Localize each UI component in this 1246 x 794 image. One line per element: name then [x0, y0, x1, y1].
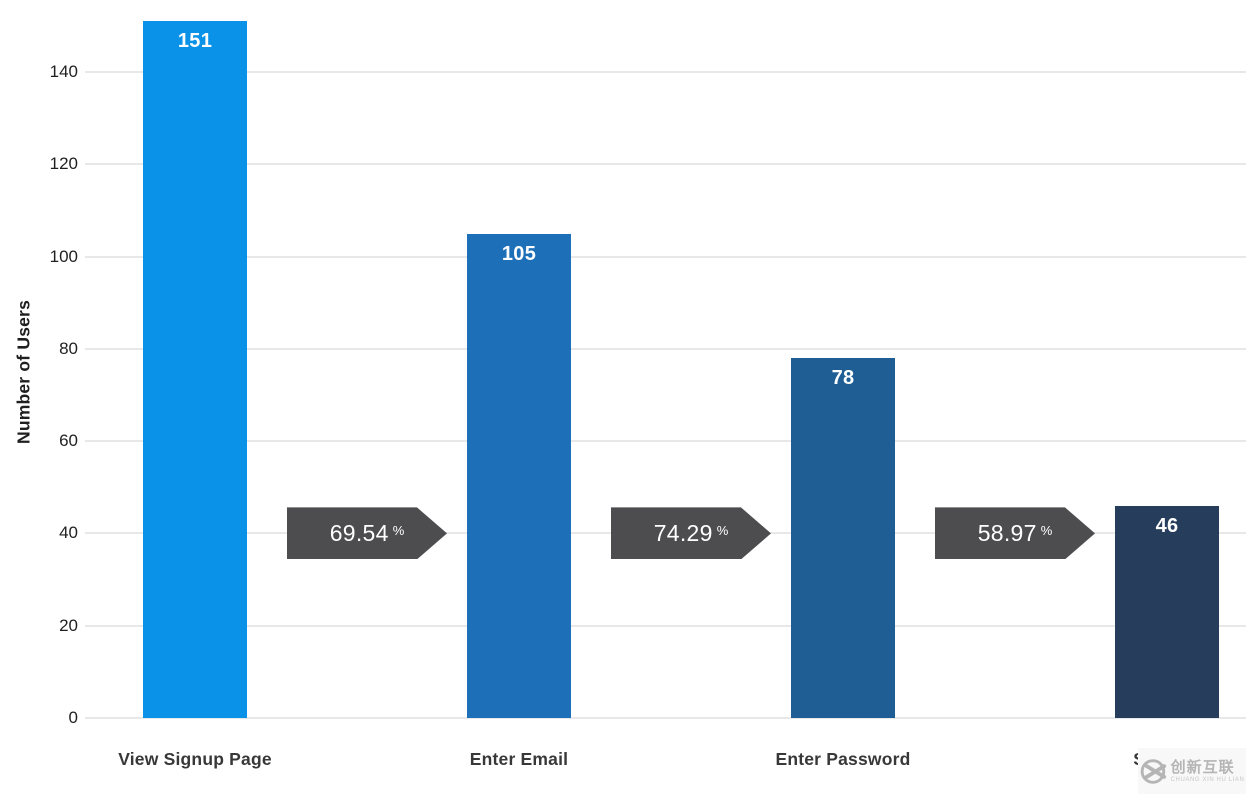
bar-value-label: 151 [177, 30, 213, 53]
watermark-cn-label: 创新互联 [1170, 758, 1235, 776]
category-label: View Signup Page [118, 749, 272, 769]
conversion-arrow-label: 74.29% [626, 507, 756, 559]
y-tick-label: 60 [59, 431, 78, 451]
percent-sign: % [716, 523, 729, 539]
y-axis-title: Number of Users [13, 299, 34, 445]
conversion-rate-value: 69.54 [329, 520, 389, 547]
gridline [85, 717, 1246, 719]
watermark: 创新互联 CHUANG XIN HU LIAN [1138, 748, 1246, 794]
bar-value-label: 78 [831, 367, 855, 390]
bar: 78 [791, 358, 895, 718]
conversion-arrow: 74.29% [611, 507, 771, 560]
conversion-rate-value: 58.97 [977, 520, 1037, 547]
conversion-arrow: 69.54% [287, 507, 447, 560]
y-tick-label: 120 [49, 154, 78, 174]
bar-value-label: 46 [1155, 514, 1179, 537]
percent-sign: % [1040, 523, 1053, 539]
conversion-rate-value: 74.29 [653, 520, 713, 547]
gridline [85, 255, 1246, 258]
bar: 151 [143, 21, 247, 718]
bar-value-label: 105 [501, 242, 537, 265]
watermark-logo-icon [1140, 758, 1166, 784]
gridline [85, 163, 1246, 166]
category-label: Enter Password [775, 749, 911, 769]
y-tick-label: 0 [68, 708, 78, 727]
watermark-en-label: CHUANG XIN HU LIAN [1170, 776, 1245, 783]
y-tick-label: 100 [49, 246, 78, 266]
conversion-arrow-label: 58.97% [950, 507, 1080, 559]
gridline [85, 71, 1246, 73]
y-tick-label: 40 [59, 523, 78, 543]
y-tick-label: 20 [59, 615, 78, 635]
y-tick-label: 80 [59, 338, 78, 358]
watermark-text: 创新互联 CHUANG XIN HU LIAN [1171, 760, 1245, 783]
conversion-arrow-label: 69.54% [302, 507, 432, 559]
y-tick-label: 140 [49, 62, 78, 81]
gridline [85, 440, 1246, 443]
percent-sign: % [392, 523, 405, 539]
conversion-arrow: 58.97% [935, 507, 1095, 560]
bar: 105 [467, 233, 571, 718]
gridline [85, 624, 1246, 627]
category-label: Enter Email [469, 749, 569, 769]
bar: 46 [1115, 505, 1219, 718]
gridline [85, 347, 1246, 350]
